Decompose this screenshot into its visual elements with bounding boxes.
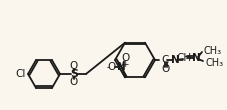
Text: -: -: [106, 63, 110, 72]
Text: CH: CH: [176, 53, 192, 63]
Text: S: S: [70, 69, 78, 79]
Text: N: N: [171, 55, 179, 65]
Text: +: +: [121, 60, 129, 69]
Text: O: O: [121, 53, 129, 63]
Text: CH₃: CH₃: [206, 58, 224, 68]
Text: O: O: [161, 64, 169, 74]
Text: O: O: [108, 62, 116, 72]
Text: Cl: Cl: [16, 69, 26, 79]
Text: N: N: [117, 62, 125, 72]
Text: N: N: [192, 53, 200, 63]
Text: C: C: [161, 55, 169, 65]
Text: O: O: [70, 61, 78, 71]
Text: O: O: [70, 77, 78, 87]
Text: CH₃: CH₃: [203, 46, 221, 56]
